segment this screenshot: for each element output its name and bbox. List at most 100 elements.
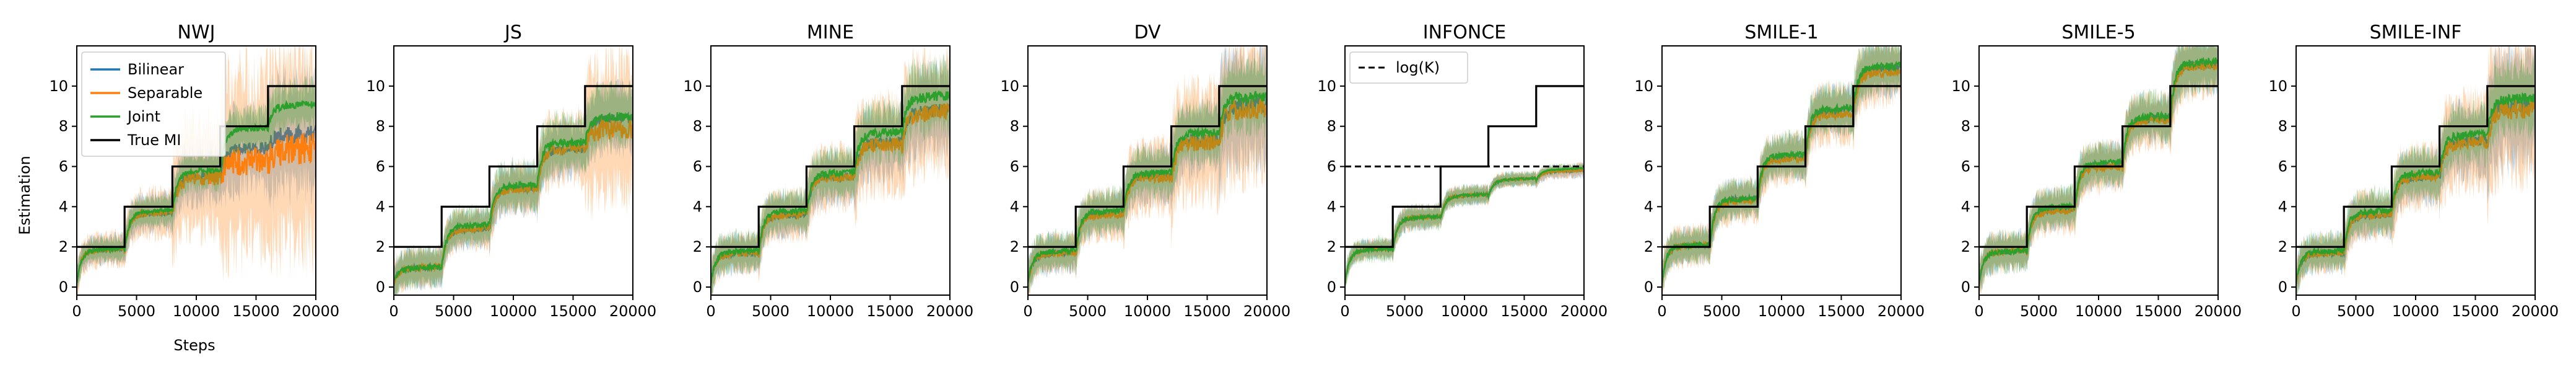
x-tick-label: 15000 bbox=[549, 303, 596, 320]
shared-y-axis-label: Estimation bbox=[16, 156, 33, 235]
y-tick-label: 10 bbox=[1317, 78, 1336, 95]
y-tick-label: 4 bbox=[1961, 198, 1970, 215]
legend: Bilinear Separable Joint True MI bbox=[81, 51, 226, 157]
legend-label-bilinear: Bilinear bbox=[128, 61, 184, 78]
x-tick-label: 0 bbox=[72, 303, 81, 320]
x-tick-label: 10000 bbox=[2075, 303, 2122, 320]
plot-area bbox=[1979, 46, 2218, 295]
y-tick-label: 6 bbox=[2278, 158, 2287, 175]
x-tick-label: 10000 bbox=[807, 303, 854, 320]
band-bilinear bbox=[1979, 46, 2218, 295]
x-tick-label: 0 bbox=[389, 303, 398, 320]
x-tick-label: 15000 bbox=[2452, 303, 2499, 320]
y-tick-label: 8 bbox=[376, 118, 385, 135]
x-tick-label: 0 bbox=[1974, 303, 1983, 320]
y-tick-label: 4 bbox=[1010, 198, 1019, 215]
y-tick-label: 6 bbox=[1961, 158, 1970, 175]
x-tick-label: 15000 bbox=[232, 303, 279, 320]
y-tick-label: 0 bbox=[1327, 278, 1336, 296]
y-tick-label: 0 bbox=[693, 278, 702, 296]
plot-area bbox=[394, 46, 633, 295]
panel-title: INFONCE bbox=[1423, 22, 1507, 43]
y-tick-label: 0 bbox=[376, 278, 385, 296]
y-tick-label: 6 bbox=[693, 158, 702, 175]
line-separable bbox=[711, 102, 950, 285]
x-tick-label: 5000 bbox=[1703, 303, 1741, 320]
x-tick-label: 10000 bbox=[173, 303, 220, 320]
y-tick-label: 6 bbox=[376, 158, 385, 175]
x-tick-label: 10000 bbox=[2392, 303, 2439, 320]
legend-label-joint: Joint bbox=[126, 108, 160, 125]
band-bilinear bbox=[2296, 46, 2535, 295]
x-tick-label: 0 bbox=[1340, 303, 1349, 320]
x-tick-label: 10000 bbox=[1124, 303, 1171, 320]
x-tick-label: 5000 bbox=[2337, 303, 2375, 320]
y-tick-label: 0 bbox=[1961, 278, 1970, 296]
y-tick-label: 4 bbox=[59, 198, 68, 215]
x-tick-label: 15000 bbox=[866, 303, 913, 320]
y-tick-label: 8 bbox=[1327, 118, 1336, 135]
band-joint bbox=[1345, 162, 1584, 293]
legend-log-k-box bbox=[1349, 51, 1468, 84]
y-tick-label: 6 bbox=[1327, 158, 1336, 175]
y-tick-label: 6 bbox=[1010, 158, 1019, 175]
plot-area bbox=[77, 46, 316, 295]
x-tick-label: 20000 bbox=[292, 303, 339, 320]
y-tick-label: 0 bbox=[59, 278, 68, 296]
x-tick-label: 10000 bbox=[1758, 303, 1805, 320]
y-tick-label: 2 bbox=[1327, 238, 1336, 255]
true-mi-line bbox=[1028, 85, 1267, 248]
y-tick-label: 10 bbox=[1000, 78, 1019, 95]
band-separable bbox=[1028, 46, 1267, 295]
x-tick-label: 20000 bbox=[1878, 303, 1925, 320]
y-tick-label: 4 bbox=[1644, 198, 1653, 215]
y-tick-label: 2 bbox=[59, 238, 68, 255]
y-tick-label: 10 bbox=[366, 78, 385, 95]
panel-title: NWJ bbox=[178, 22, 215, 43]
panel-title: SMILE-5 bbox=[2061, 22, 2135, 43]
band-bilinear bbox=[1345, 161, 1584, 288]
x-tick-label: 5000 bbox=[118, 303, 155, 320]
y-tick-label: 4 bbox=[2278, 198, 2287, 215]
x-tick-label: 5000 bbox=[1386, 303, 1424, 320]
x-tick-label: 20000 bbox=[1560, 303, 1608, 320]
panel-title: MINE bbox=[807, 22, 854, 43]
y-tick-label: 4 bbox=[693, 198, 702, 215]
panel-title: SMILE-INF bbox=[2370, 22, 2462, 43]
x-tick-label: 20000 bbox=[2512, 303, 2559, 320]
y-tick-label: 10 bbox=[1951, 78, 1970, 95]
panel-mine: MINE 0 5000 10000 15000 20000 0 2 4 6 8 10 bbox=[683, 22, 973, 320]
panel-title: JS bbox=[503, 22, 522, 43]
x-tick-label: 15000 bbox=[2134, 303, 2182, 320]
plot-area bbox=[711, 46, 950, 295]
y-tick-label: 10 bbox=[1634, 78, 1653, 95]
true-mi-line bbox=[711, 85, 950, 248]
line-joint bbox=[1345, 166, 1584, 285]
y-tick-label: 2 bbox=[376, 238, 385, 255]
band-separable bbox=[1979, 46, 2218, 295]
y-tick-label: 8 bbox=[2278, 118, 2287, 135]
y-tick-label: 6 bbox=[59, 158, 68, 175]
band-joint bbox=[1979, 46, 2218, 294]
y-tick-label: 8 bbox=[59, 118, 68, 135]
true-mi-line bbox=[1662, 85, 1901, 248]
legend-log-k: log(K) bbox=[1349, 51, 1468, 84]
x-tick-label: 20000 bbox=[1243, 303, 1290, 320]
plot-area bbox=[1662, 46, 1901, 295]
y-tick-label: 8 bbox=[1010, 118, 1019, 135]
y-tick-label: 10 bbox=[683, 78, 702, 95]
panel-infonce: INFONCE 0 5000 10000 15000 20000 0 2 4 6 8 10 log(K) bbox=[1317, 22, 1608, 320]
shared-x-axis-label: Steps bbox=[173, 337, 215, 354]
y-tick-label: 2 bbox=[2278, 238, 2287, 255]
legend-label-true-mi: True MI bbox=[127, 131, 181, 149]
y-tick-label: 6 bbox=[1644, 158, 1653, 175]
line-joint bbox=[1662, 60, 1901, 283]
y-tick-label: 2 bbox=[1644, 238, 1653, 255]
y-tick-label: 2 bbox=[1961, 238, 1970, 255]
y-tick-label: 0 bbox=[2278, 278, 2287, 296]
x-tick-label: 15000 bbox=[1817, 303, 1865, 320]
y-tick-label: 2 bbox=[1010, 238, 1019, 255]
true-mi-line bbox=[77, 85, 316, 248]
